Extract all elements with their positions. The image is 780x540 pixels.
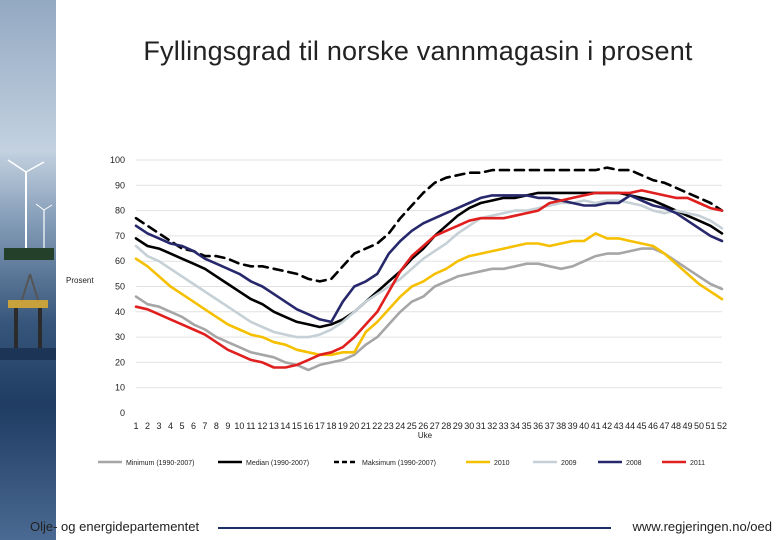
x-tick-35: 35 xyxy=(522,421,532,431)
x-axis-label: Uke xyxy=(418,431,433,440)
x-tick-38: 38 xyxy=(556,421,566,431)
series-line-minimum-1990-2007- xyxy=(134,247,724,372)
x-tick-17: 17 xyxy=(315,421,325,431)
y-tick-10: 10 xyxy=(115,383,125,393)
x-tick-5: 5 xyxy=(179,421,184,431)
x-tick-2: 2 xyxy=(145,421,150,431)
x-tick-36: 36 xyxy=(533,421,543,431)
oil-platform-image xyxy=(0,273,56,360)
x-tick-3: 3 xyxy=(156,421,161,431)
y-tick-labels: 0 10 20 30 40 50 60 70 80 90 100 xyxy=(110,155,125,418)
x-tick-10: 10 xyxy=(234,421,244,431)
x-tick-18: 18 xyxy=(326,421,336,431)
x-tick-13: 13 xyxy=(269,421,279,431)
y-tick-70: 70 xyxy=(115,231,125,241)
x-tick-25: 25 xyxy=(407,421,417,431)
x-tick-11: 11 xyxy=(246,421,255,431)
legend: Minimum (1990-2007) Median (1990-2007) Mak… xyxy=(98,460,705,467)
y-tick-100: 100 xyxy=(110,155,125,165)
x-tick-42: 42 xyxy=(602,421,612,431)
wind-turbine-image xyxy=(4,159,54,260)
y-tick-90: 90 xyxy=(115,180,125,190)
series-line-2011 xyxy=(134,189,724,369)
series-line-2010 xyxy=(134,232,724,357)
x-tick-27: 27 xyxy=(430,421,440,431)
y-tick-80: 80 xyxy=(115,206,125,216)
y-tick-40: 40 xyxy=(115,307,125,317)
y-axis-label: Prosent xyxy=(66,276,94,285)
side-photo-strip xyxy=(0,0,56,540)
series-line-2009 xyxy=(134,199,724,339)
x-tick-6: 6 xyxy=(191,421,196,431)
x-tick-48: 48 xyxy=(671,421,681,431)
y-gridlines xyxy=(136,159,722,389)
series-line-median-1990-2007- xyxy=(134,191,724,329)
x-tick-52: 52 xyxy=(717,421,727,431)
x-tick-1: 1 xyxy=(133,421,138,431)
y-tick-30: 30 xyxy=(115,332,125,342)
legend-label-3: 2010 xyxy=(494,460,510,467)
x-tick-30: 30 xyxy=(464,421,474,431)
x-tick-28: 28 xyxy=(441,421,451,431)
legend-label-2: Maksimum (1990-2007) xyxy=(362,460,436,467)
x-tick-49: 49 xyxy=(683,421,693,431)
legend-label-6: 2011 xyxy=(690,460,705,467)
footer-url[interactable]: www.regjeringen.no/oed xyxy=(632,519,772,534)
x-tick-9: 9 xyxy=(225,421,230,431)
y-tick-60: 60 xyxy=(115,256,125,266)
x-tick-29: 29 xyxy=(453,421,463,431)
x-tick-labels: 1 2 3 4 5 6 7 8 9 10 11 12 13 14 15 16 17 18 19 20 21 22 23 24 2… xyxy=(133,421,727,431)
x-tick-45: 45 xyxy=(637,421,647,431)
series-line-2008 xyxy=(134,194,724,324)
x-tick-24: 24 xyxy=(395,421,405,431)
legend-label-1: Median (1990-2007) xyxy=(246,460,309,467)
x-tick-16: 16 xyxy=(303,421,313,431)
legend-label-0: Minimum (1990-2007) xyxy=(126,460,194,467)
x-tick-37: 37 xyxy=(545,421,555,431)
legend-label-5: 2008 xyxy=(626,460,642,467)
x-tick-15: 15 xyxy=(292,421,302,431)
x-tick-7: 7 xyxy=(202,421,207,431)
x-tick-34: 34 xyxy=(510,421,520,431)
x-tick-14: 14 xyxy=(280,421,290,431)
x-tick-19: 19 xyxy=(338,421,348,431)
x-tick-47: 47 xyxy=(660,421,670,431)
x-tick-23: 23 xyxy=(384,421,394,431)
x-tick-31: 31 xyxy=(476,421,486,431)
legend-label-4: 2009 xyxy=(561,460,577,467)
x-tick-44: 44 xyxy=(625,421,635,431)
x-tick-8: 8 xyxy=(214,421,219,431)
x-tick-12: 12 xyxy=(257,421,267,431)
x-tick-43: 43 xyxy=(614,421,624,431)
x-tick-51: 51 xyxy=(706,421,716,431)
x-tick-41: 41 xyxy=(591,421,601,431)
series-line-maksimum-1990-2007- xyxy=(134,166,724,283)
x-tick-33: 33 xyxy=(499,421,509,431)
footer-ministry: Olje- og energidepartementet xyxy=(30,519,200,534)
y-tick-20: 20 xyxy=(115,357,125,367)
footer-rule xyxy=(218,527,611,529)
page-title: Fyllingsgrad til norske vannmagasin i pr… xyxy=(143,36,693,66)
x-tick-40: 40 xyxy=(579,421,589,431)
x-tick-39: 39 xyxy=(568,421,578,431)
x-tick-20: 20 xyxy=(349,421,359,431)
series-lines xyxy=(134,166,724,372)
x-tick-4: 4 xyxy=(168,421,173,431)
x-tick-21: 21 xyxy=(361,421,371,431)
x-tick-32: 32 xyxy=(487,421,497,431)
x-tick-26: 26 xyxy=(418,421,428,431)
x-tick-50: 50 xyxy=(694,421,704,431)
y-tick-50: 50 xyxy=(115,282,125,292)
y-tick-0: 0 xyxy=(120,408,125,418)
x-tick-46: 46 xyxy=(648,421,658,431)
x-tick-22: 22 xyxy=(372,421,382,431)
